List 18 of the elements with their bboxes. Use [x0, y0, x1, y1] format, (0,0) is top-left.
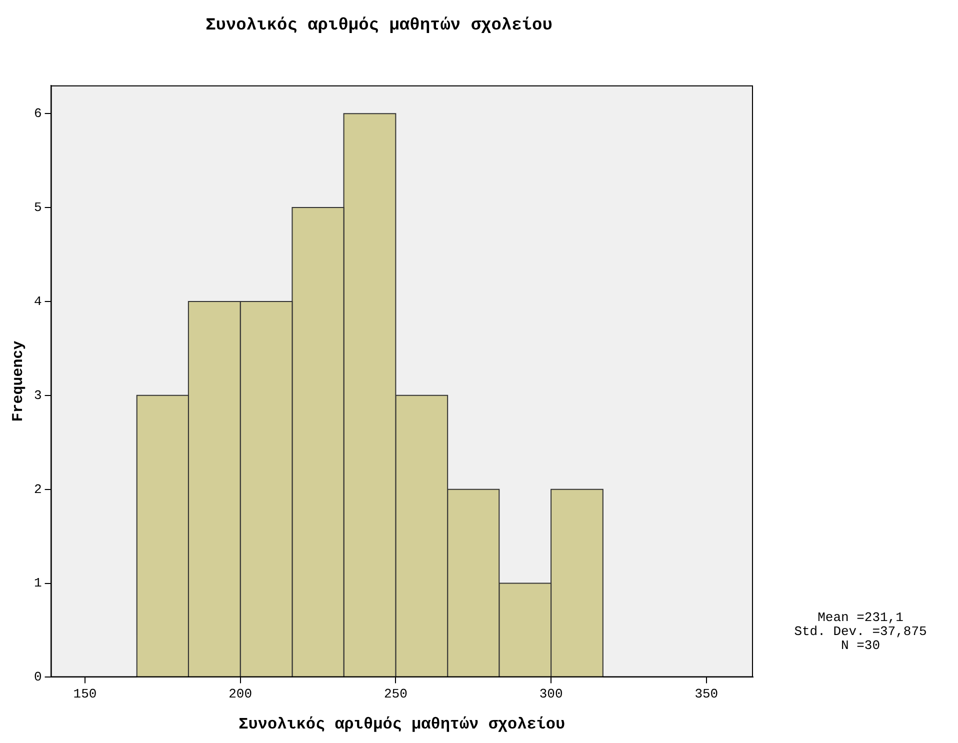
- x-tick-label: 150: [73, 686, 97, 702]
- x-axis-title: Συνολικός αριθμός μαθητών σχολείου: [238, 715, 566, 734]
- x-tick-label: 300: [539, 686, 563, 702]
- y-tick-label: 3: [34, 388, 42, 403]
- y-tick-label: 2: [34, 482, 42, 497]
- y-tick-label: 0: [34, 670, 42, 685]
- y-tick-label: 6: [34, 106, 42, 122]
- text: N =30: [840, 638, 880, 654]
- text: Std. Dev. =37,875: [794, 624, 927, 640]
- x-tick-label: 350: [694, 686, 718, 702]
- text: Mean =231,1: [818, 610, 904, 626]
- y-axis-title: Frequency: [10, 340, 27, 422]
- y-tick-label: 4: [34, 294, 42, 309]
- chart-title: Συνολικός αριθμός μαθητών σχολείου: [206, 16, 552, 36]
- x-tick-label: 250: [384, 686, 408, 702]
- y-tick-label: 1: [34, 576, 42, 591]
- y-tick-label: 5: [34, 200, 42, 215]
- x-tick-label: 200: [228, 686, 252, 702]
